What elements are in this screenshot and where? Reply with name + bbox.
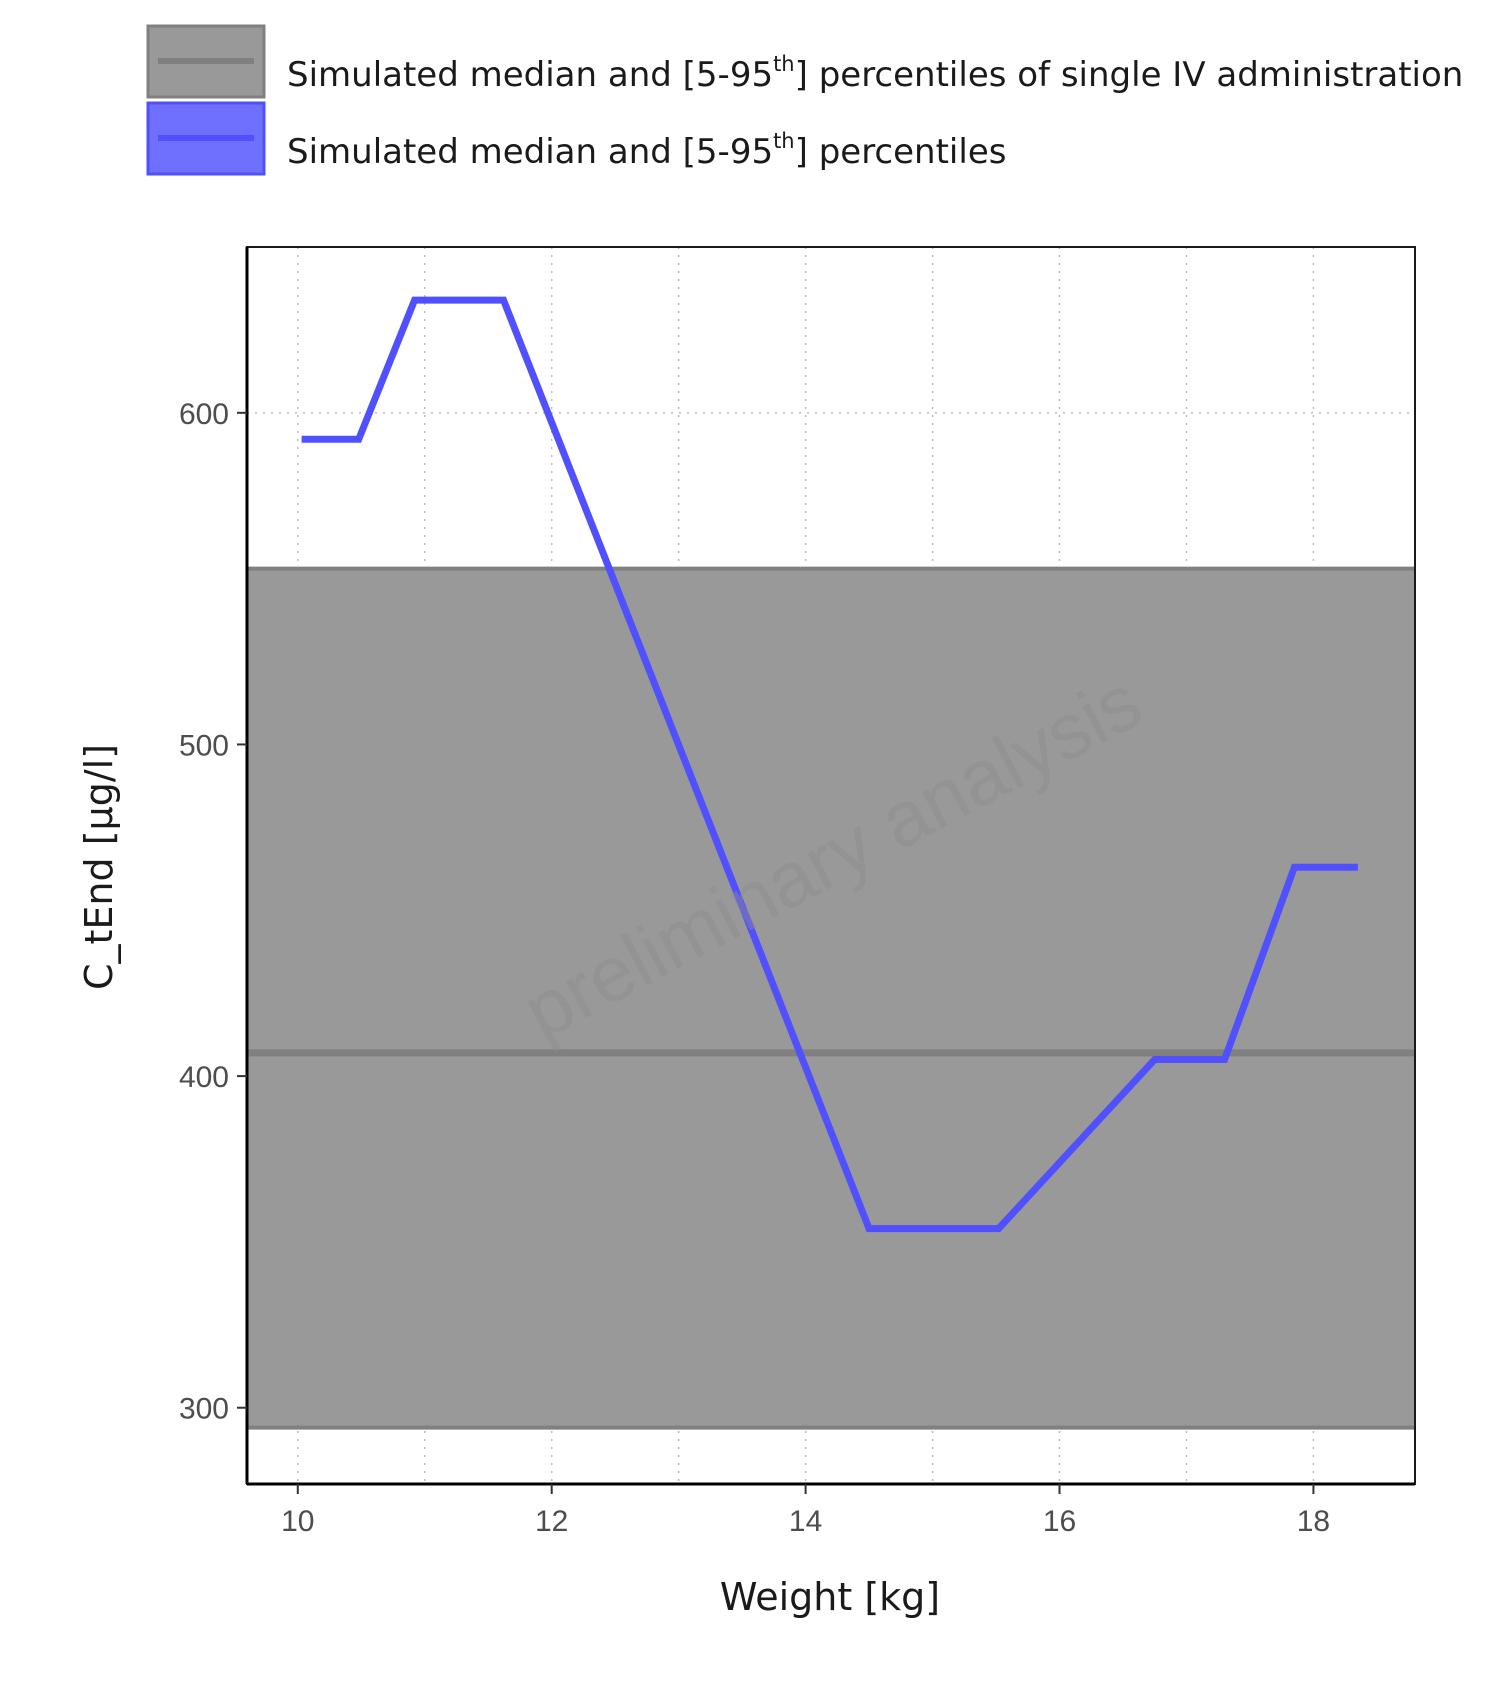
- plot-area: preliminary analysis 10 12 14 16 18300400500…: [179, 246, 1416, 1538]
- y-axis-title: C_tEnd [µg/l]: [77, 744, 121, 990]
- axes: 10 12 14 16 18 300 400 500 600: [179, 247, 1415, 1538]
- x-axis-title: Weight [kg]: [720, 1575, 940, 1619]
- x-tick-label: 14: [789, 1505, 822, 1538]
- legend: Simulated median and [5-95th] percentile…: [146, 24, 1463, 176]
- reference-band-area: [247, 568, 1415, 1428]
- y-tick-label: 400: [179, 1061, 229, 1094]
- series-line: [301, 296, 1358, 1233]
- legend-label-series-rest: ] percentiles: [795, 132, 1007, 172]
- y-tick-label: 600: [179, 398, 229, 431]
- y-tick-label: 500: [179, 729, 229, 762]
- series-layer: [301, 296, 1358, 1233]
- y-tick-label: 300: [179, 1393, 229, 1426]
- reference-band: [247, 566, 1415, 1430]
- legend-label-reference: Simulated median and [5-95th] percentile…: [287, 52, 1463, 95]
- legend-label-series-sup: th: [773, 129, 795, 153]
- legend-label-reference-rest: ] percentiles of single IV administratio…: [795, 55, 1464, 95]
- legend-label-series-text: Simulated median and [5-95: [287, 132, 773, 172]
- legend-label-reference-sup: th: [773, 52, 795, 76]
- x-tick-label: 16: [1043, 1505, 1076, 1538]
- x-tick-label: 18: [1297, 1505, 1330, 1538]
- legend-label-reference-text: Simulated median and [5-95: [287, 55, 773, 95]
- x-tick-label: 12: [535, 1505, 568, 1538]
- x-tick-label: 10: [281, 1505, 314, 1538]
- legend-label-series: Simulated median and [5-95th] percentile…: [287, 129, 1006, 172]
- legend-item-series: Simulated median and [5-95th] percentile…: [146, 101, 1006, 176]
- legend-item-reference: Simulated median and [5-95th] percentile…: [146, 24, 1463, 99]
